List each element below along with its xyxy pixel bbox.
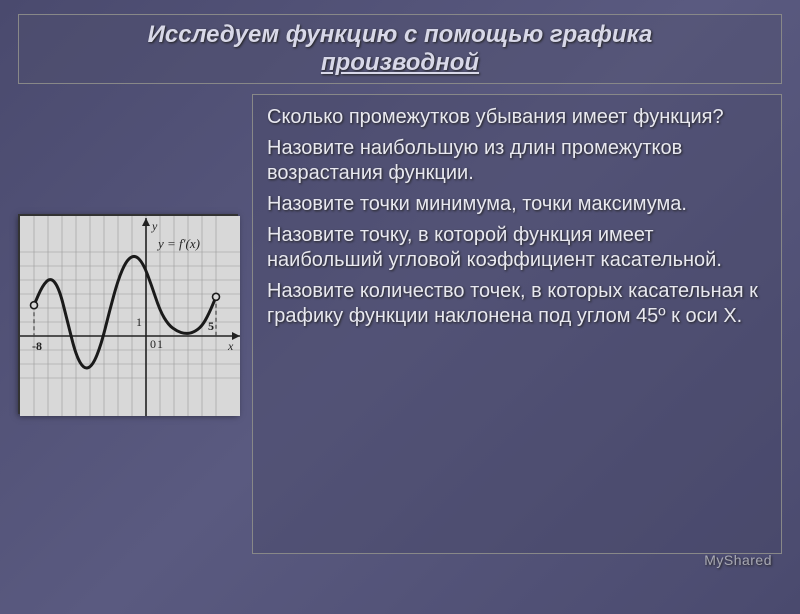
svg-text:x: x	[227, 339, 234, 353]
question-3: Назовите точки минимума, точки максимума…	[267, 192, 767, 217]
questions-box: Сколько промежутков убывания имеет функц…	[252, 94, 782, 554]
svg-text:y: y	[151, 219, 158, 233]
graph-svg: 01 1 -8 5 y x y = f′(x)	[20, 216, 240, 416]
content-row: 01 1 -8 5 y x y = f′(x) Сколько промежутков уб…	[18, 94, 782, 554]
svg-text:5: 5	[208, 319, 214, 333]
svg-text:1: 1	[136, 315, 142, 329]
question-4: Назовите точку, в которой функция имеет …	[267, 223, 767, 273]
question-1: Сколько промежутков убывания имеет функц…	[267, 105, 767, 130]
question-5: Назовите количество точек, в которых кас…	[267, 279, 767, 329]
svg-text:y = f′(x): y = f′(x)	[156, 236, 200, 251]
derivative-graph: 01 1 -8 5 y x y = f′(x)	[18, 214, 238, 414]
slide-title: Исследуем функцию с помощью графика прои…	[31, 21, 769, 77]
svg-text:0: 0	[150, 337, 156, 351]
graph-container: 01 1 -8 5 y x y = f′(x)	[18, 214, 238, 414]
svg-text:1: 1	[157, 337, 163, 351]
svg-text:-8: -8	[32, 339, 42, 353]
watermark: MyShared	[704, 552, 772, 568]
question-2: Назовите наибольшую из длин промежутков …	[267, 136, 767, 186]
title-line1: Исследуем функцию с помощью графика	[148, 21, 653, 48]
title-line2: производной	[321, 49, 479, 76]
title-box: Исследуем функцию с помощью графика прои…	[18, 14, 782, 84]
